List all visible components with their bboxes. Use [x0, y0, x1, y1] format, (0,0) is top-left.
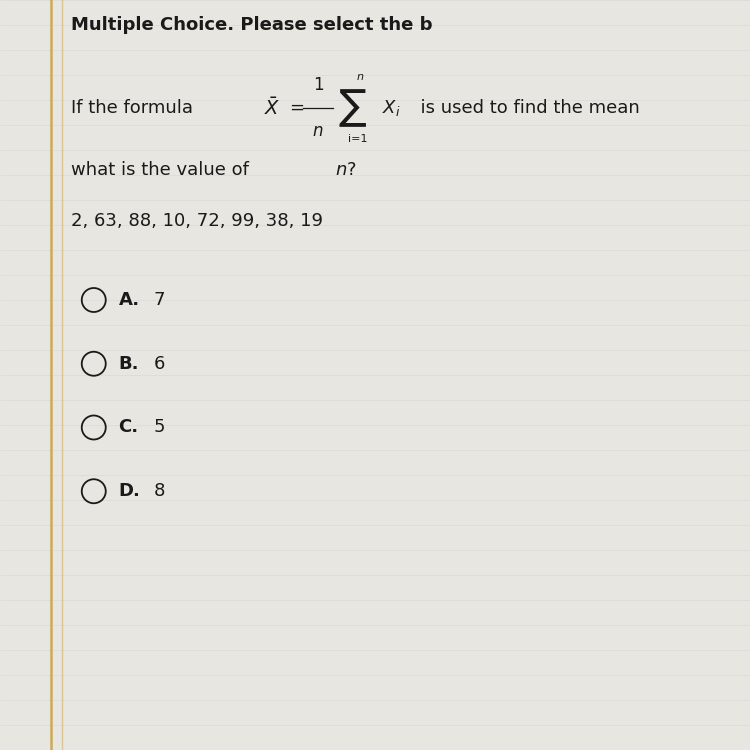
- Text: Multiple Choice. Please select the b: Multiple Choice. Please select the b: [71, 16, 433, 34]
- Text: 2, 63, 88, 10, 72, 99, 38, 19: 2, 63, 88, 10, 72, 99, 38, 19: [71, 211, 323, 230]
- Text: is used to find the mean: is used to find the mean: [409, 99, 640, 117]
- Text: $\bar{X}$: $\bar{X}$: [264, 97, 280, 119]
- Text: n: n: [356, 71, 363, 82]
- Text: $\sum$: $\sum$: [338, 87, 367, 129]
- Text: 7: 7: [154, 291, 165, 309]
- Text: 5: 5: [154, 419, 165, 436]
- Text: 6: 6: [154, 355, 165, 373]
- Text: B.: B.: [118, 355, 139, 373]
- Text: 8: 8: [154, 482, 165, 500]
- Text: n: n: [335, 161, 346, 179]
- Text: what is the value of: what is the value of: [71, 161, 255, 179]
- Text: If the formula: If the formula: [71, 99, 205, 117]
- Text: C.: C.: [118, 419, 139, 436]
- Text: D.: D.: [118, 482, 140, 500]
- Text: ?: ?: [347, 161, 357, 179]
- Text: =: =: [290, 99, 304, 117]
- Text: i=1: i=1: [348, 134, 368, 145]
- Text: n: n: [313, 122, 323, 140]
- Text: A.: A.: [118, 291, 140, 309]
- Text: 1: 1: [313, 76, 323, 94]
- Text: $X_i$: $X_i$: [382, 98, 401, 118]
